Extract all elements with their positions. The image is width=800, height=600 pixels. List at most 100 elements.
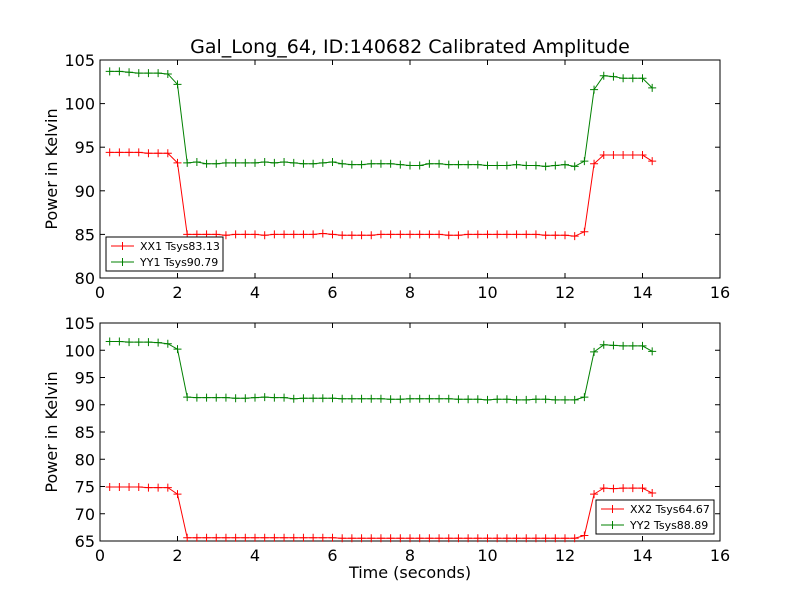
data-point (328, 158, 337, 167)
data-point (289, 158, 298, 167)
data-point (338, 534, 347, 543)
data-point (570, 395, 579, 404)
data-point (367, 394, 376, 403)
data-point (173, 345, 182, 354)
data-point (590, 347, 599, 356)
data-point (444, 394, 453, 403)
data-point (270, 230, 279, 239)
top-panel: 0 2 4 6 8 10 12 14 16 80 85 90 95 100 105 Power in Kelv… (42, 51, 730, 302)
x-tick-label: 4 (250, 283, 260, 302)
data-point (386, 534, 395, 543)
data-point (309, 533, 318, 542)
data-point (280, 230, 289, 239)
data-point (541, 162, 550, 171)
y-tick-label: 75 (75, 478, 95, 497)
data-point (628, 341, 637, 350)
data-point (599, 151, 608, 160)
data-point (328, 533, 337, 542)
data-point (551, 231, 560, 240)
data-point (125, 483, 134, 492)
data-point (154, 149, 163, 158)
data-point (396, 395, 405, 404)
data-point (444, 231, 453, 240)
data-point (318, 533, 327, 542)
data-point (105, 483, 114, 492)
data-point (522, 534, 531, 543)
data-point (241, 394, 250, 403)
data-point (628, 74, 637, 83)
data-point (406, 534, 414, 543)
x-tick-label: 12 (555, 546, 575, 565)
y-tick-label: 95 (75, 369, 95, 388)
legend-label: XX2 Tsys64.67 (630, 503, 710, 516)
data-point (144, 483, 153, 492)
data-point (493, 161, 502, 170)
data-point (483, 534, 492, 543)
data-point (260, 533, 269, 542)
data-point (531, 395, 540, 404)
data-point (386, 395, 395, 404)
data-point (522, 161, 531, 170)
data-point (512, 160, 521, 169)
x-tick-label: 2 (172, 283, 182, 302)
data-point (464, 160, 473, 169)
data-point (444, 534, 453, 543)
x-tick-label: 6 (327, 546, 337, 565)
data-point (551, 161, 560, 170)
data-point (154, 338, 163, 347)
data-point (599, 71, 608, 80)
data-point (154, 69, 163, 78)
x-tick-label: 16 (710, 283, 730, 302)
data-point (493, 395, 502, 404)
data-point (231, 533, 240, 542)
data-point (115, 337, 124, 346)
data-point (473, 160, 482, 169)
data-point (638, 151, 647, 160)
data-point (551, 534, 560, 543)
data-point (309, 159, 318, 168)
y-tick-label: 85 (75, 423, 95, 442)
data-point (483, 161, 492, 170)
data-point (251, 158, 259, 167)
x-tick-label: 14 (632, 546, 652, 565)
data-point (318, 158, 327, 167)
data-point (493, 230, 502, 239)
data-point (493, 534, 502, 543)
data-point (561, 160, 569, 169)
data-point (125, 338, 134, 347)
data-point (570, 162, 579, 171)
data-point (347, 231, 356, 240)
data-point (648, 347, 657, 356)
data-point (289, 230, 298, 239)
data-point (299, 394, 308, 403)
data-point (425, 230, 434, 239)
data-point (561, 534, 569, 543)
data-point (241, 533, 250, 542)
data-point (241, 230, 250, 239)
data-point (502, 230, 511, 239)
data-point (406, 394, 414, 403)
legend-label: YY1 Tsys90.79 (139, 256, 218, 269)
data-point (386, 230, 395, 239)
y-tick-label: 80 (75, 450, 95, 469)
data-point (183, 533, 192, 542)
data-point (376, 159, 385, 168)
x-tick-label: 14 (632, 283, 652, 302)
data-point (561, 395, 569, 404)
data-point (454, 395, 463, 404)
y-tick-label: 90 (75, 182, 95, 201)
data-point (531, 230, 540, 239)
data-point (260, 393, 269, 402)
data-point (270, 158, 279, 167)
data-point (464, 230, 473, 239)
chart-title: Gal_Long_64, ID:140682 Calibrated Amplit… (190, 36, 630, 58)
data-point (570, 534, 579, 543)
data-point (367, 231, 376, 240)
data-point (590, 490, 599, 499)
data-point (115, 148, 124, 157)
x-tick-label: 8 (405, 283, 415, 302)
data-point (435, 534, 444, 543)
data-point (512, 395, 521, 404)
data-point (376, 230, 385, 239)
x-tick-label: 10 (477, 546, 497, 565)
